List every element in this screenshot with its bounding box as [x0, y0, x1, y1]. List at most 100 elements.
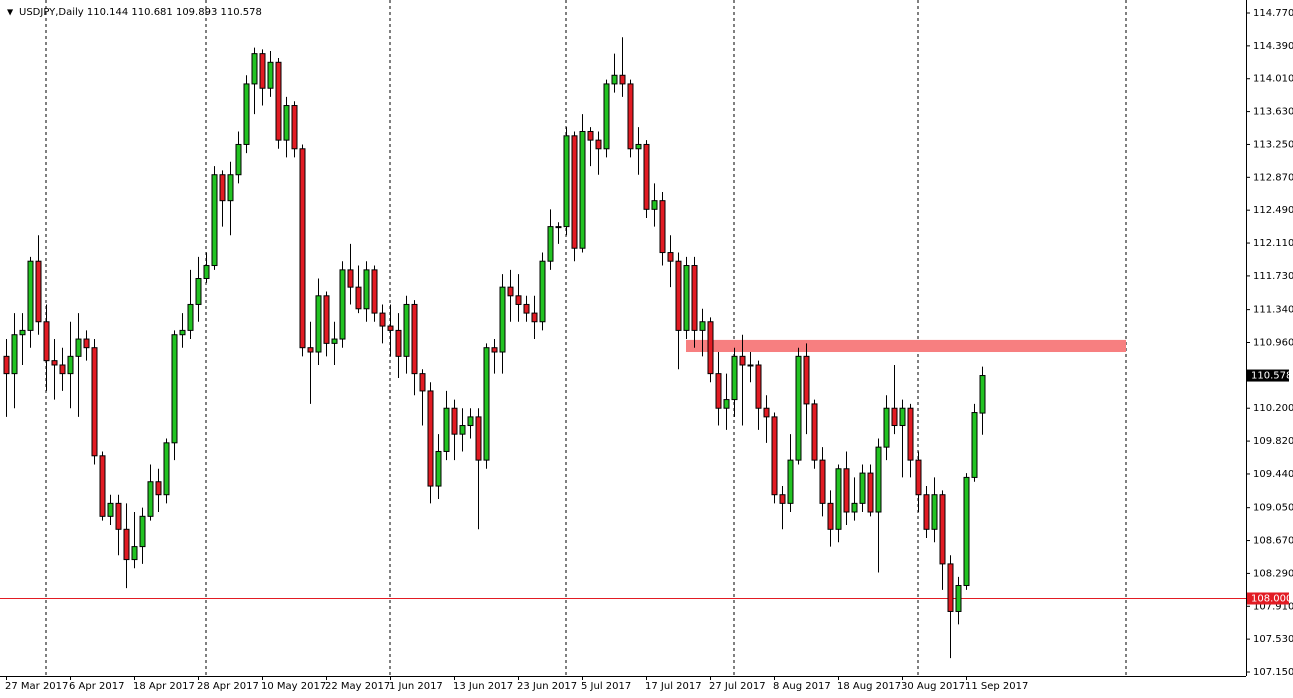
candle-body	[67, 355, 74, 375]
candle-body	[739, 355, 746, 366]
x-tick-label: 17 Jul 2017	[645, 681, 702, 692]
candle-body	[219, 174, 226, 202]
candle-body	[867, 472, 874, 513]
candle-body	[627, 83, 634, 150]
y-tick-label: 110.960	[1253, 338, 1293, 349]
candle-body	[179, 329, 186, 336]
candle-body	[715, 373, 722, 409]
candle-body	[11, 334, 18, 375]
candle-body	[339, 269, 346, 340]
candle-body	[379, 312, 386, 327]
candle-body	[459, 425, 466, 435]
candle-body	[979, 375, 986, 414]
candle-body	[227, 174, 234, 202]
candle-body	[435, 450, 442, 487]
candle-body	[523, 303, 530, 314]
candle-body	[515, 295, 522, 305]
candle-body	[795, 355, 802, 461]
candle-body	[443, 407, 450, 452]
candle-body	[731, 355, 738, 401]
y-tick-label: 107.910	[1253, 601, 1293, 612]
candle-body	[939, 494, 946, 565]
candle-body	[315, 295, 322, 353]
candle-body	[875, 446, 882, 513]
candle-body	[307, 347, 314, 353]
candle-body	[923, 494, 930, 530]
candle-body	[419, 373, 426, 392]
x-tick-label: 27 Jul 2017	[709, 681, 766, 692]
last-price-tag-box	[1247, 369, 1289, 382]
candle-body	[411, 303, 418, 375]
candle-body	[579, 130, 586, 249]
candle-body	[563, 135, 570, 228]
candle-body	[283, 105, 290, 141]
candle-body	[19, 329, 26, 336]
candle-body	[915, 459, 922, 496]
candle-body	[323, 295, 330, 344]
candle-body	[651, 200, 658, 210]
candle-body	[83, 338, 90, 349]
candle-body	[771, 416, 778, 496]
candle-body	[963, 476, 970, 587]
x-tick-label: 10 May 2017	[261, 681, 326, 692]
candle-body	[723, 399, 730, 409]
candle-body	[667, 252, 674, 262]
candle-body	[403, 303, 410, 357]
candle-body	[587, 130, 594, 141]
candle-body	[787, 459, 794, 504]
candle-body	[427, 390, 434, 487]
candle-body	[531, 312, 538, 323]
candle-body	[451, 407, 458, 435]
x-tick-label: 22 May 2017	[325, 681, 390, 692]
candle-body	[139, 515, 146, 548]
candle-body	[699, 321, 706, 331]
resistance-zone	[686, 339, 1126, 353]
candle-body	[467, 416, 474, 427]
candle-body	[643, 143, 650, 210]
x-tick-label: 27 Mar 2017	[5, 681, 68, 692]
y-tick-label: 112.110	[1253, 238, 1293, 249]
y-tick-label: 107.530	[1253, 634, 1293, 645]
x-tick-label: 1 Jun 2017	[389, 681, 443, 692]
candle-body	[955, 585, 962, 612]
y-tick-label: 109.820	[1253, 436, 1293, 447]
candle-body	[619, 74, 626, 85]
hline-price-tag-box	[1247, 592, 1289, 605]
candle-body	[547, 226, 554, 262]
y-tick-label: 111.730	[1253, 271, 1293, 282]
candle-body	[147, 481, 154, 517]
candle-body	[195, 278, 202, 305]
candle-body	[163, 442, 170, 496]
candle-body	[899, 407, 906, 427]
candle-body	[203, 265, 210, 280]
candle-body	[123, 528, 130, 561]
candle-body	[35, 260, 42, 323]
candle-body	[675, 260, 682, 331]
candle-body	[275, 61, 282, 141]
candle-body	[883, 407, 890, 448]
candle-body	[355, 286, 362, 310]
candle-body	[267, 61, 274, 89]
candle-body	[683, 265, 690, 331]
y-tick-label: 112.490	[1253, 205, 1293, 216]
candle-body	[91, 347, 98, 457]
candle-body	[51, 360, 58, 366]
candle-body	[243, 83, 250, 145]
x-tick-label: 11 Sep 2017	[965, 681, 1028, 692]
candle-body	[27, 260, 34, 331]
x-tick-label: 18 Apr 2017	[133, 681, 195, 692]
candle-body	[155, 481, 162, 496]
x-tick-label: 18 Aug 2017	[837, 681, 901, 692]
candle-body	[499, 286, 506, 353]
candle-body	[907, 407, 914, 461]
x-tick-label: 28 Apr 2017	[197, 681, 259, 692]
candle-body	[595, 139, 602, 150]
candle-body	[603, 83, 610, 150]
candle-body	[131, 546, 138, 561]
candle-body	[299, 148, 306, 349]
candle-body	[475, 416, 482, 461]
candle-body	[707, 321, 714, 375]
candle-body	[99, 455, 106, 517]
menu-arrow[interactable]: ▼	[7, 8, 14, 17]
